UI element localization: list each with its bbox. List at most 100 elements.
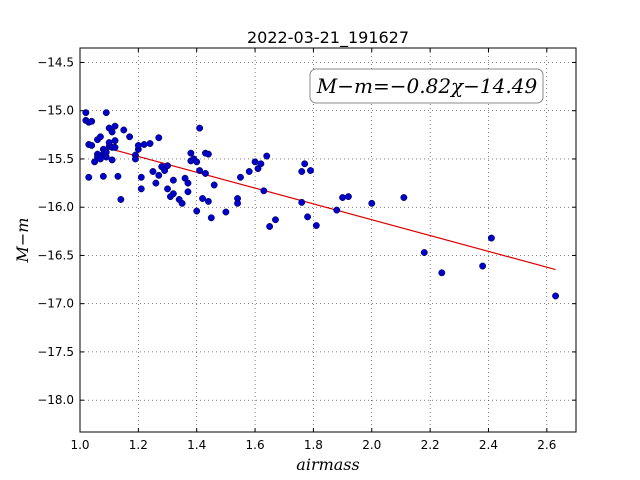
chart-title: 2022-03-21_191627	[247, 28, 409, 48]
y-tick-label: −15.5	[37, 152, 74, 166]
data-point	[120, 126, 128, 134]
data-point	[149, 168, 157, 175]
data-point	[368, 199, 376, 207]
data-point	[251, 158, 259, 166]
y-tick-label: −16.0	[37, 200, 74, 214]
x-tick-label: 2.0	[362, 438, 381, 452]
data-point	[164, 185, 171, 193]
data-point	[102, 148, 110, 156]
data-point	[187, 149, 195, 157]
y-tick-label: −16.5	[37, 248, 74, 262]
x-axis-label: airmass	[296, 455, 359, 474]
data-point	[263, 152, 271, 160]
data-point	[169, 190, 177, 198]
data-point	[193, 158, 201, 166]
fit-line-group	[109, 147, 556, 271]
data-point	[204, 197, 212, 205]
data-point	[96, 133, 104, 141]
data-point	[298, 198, 306, 206]
data-point	[85, 173, 93, 181]
x-tick-label: 1.2	[129, 438, 148, 452]
x-tick-label: 2.4	[479, 438, 498, 452]
data-point	[222, 208, 230, 216]
data-point	[266, 223, 274, 230]
data-point	[169, 176, 177, 184]
data-point	[333, 206, 341, 214]
data-point	[257, 160, 265, 168]
data-point	[196, 167, 204, 174]
data-point	[199, 195, 206, 202]
data-point	[146, 140, 154, 147]
plot-frame	[79, 47, 577, 433]
data-point	[117, 196, 125, 203]
data-point	[82, 109, 90, 117]
plot-area	[80, 48, 576, 432]
data-point	[126, 133, 134, 141]
data-point	[204, 150, 212, 158]
data-point	[479, 262, 487, 270]
data-point	[260, 187, 268, 195]
data-point	[155, 134, 163, 142]
legend-box	[309, 68, 544, 104]
x-axis-ticks: 1.0 1.2 1.4 1.6 1.8 2.0 2.2 2.4 2.6	[70, 48, 556, 452]
data-point	[114, 172, 122, 180]
data-point	[155, 171, 163, 179]
data-point	[102, 109, 110, 117]
fit-line	[109, 147, 556, 271]
data-point	[438, 269, 446, 277]
data-point	[210, 181, 218, 189]
data-point	[88, 117, 96, 125]
data-point	[178, 199, 186, 207]
data-point	[400, 194, 408, 201]
data-point	[111, 137, 119, 145]
data-point	[307, 167, 314, 174]
data-point	[234, 199, 242, 207]
data-point	[164, 162, 171, 170]
x-tick-label: 1.6	[246, 438, 265, 452]
y-tick-label: −17.0	[37, 297, 74, 311]
grid-lines	[79, 48, 576, 432]
data-point	[111, 122, 119, 130]
data-point	[272, 216, 279, 224]
data-point	[152, 179, 160, 187]
y-tick-label: −14.5	[37, 55, 74, 69]
data-point	[207, 214, 215, 222]
data-point	[184, 188, 192, 196]
data-point	[420, 249, 428, 256]
y-tick-label: −15.0	[37, 104, 74, 118]
y-axis-ticks: −14.5 −15.0 −15.5 −16.0 −16.5 −17.0 −17.5 −18.0	[37, 55, 576, 407]
data-point	[298, 168, 306, 175]
data-point	[196, 124, 204, 132]
data-point	[487, 234, 495, 242]
x-tick-label: 1.8	[304, 438, 323, 452]
data-points	[82, 109, 560, 300]
data-point	[202, 169, 209, 177]
data-point	[137, 173, 145, 181]
data-point	[312, 222, 320, 229]
data-point	[339, 194, 347, 201]
data-point	[193, 207, 201, 215]
data-point	[344, 193, 352, 201]
x-tick-label: 1.0	[70, 438, 89, 452]
data-point	[99, 172, 107, 180]
data-point	[552, 292, 560, 300]
data-point	[301, 160, 309, 168]
data-point	[245, 168, 253, 175]
x-tick-label: 2.6	[537, 438, 556, 452]
y-axis-label: M−m	[13, 218, 32, 264]
data-point	[184, 179, 192, 187]
data-point	[304, 213, 312, 221]
data-point	[134, 141, 142, 149]
data-point	[111, 143, 119, 151]
data-point	[131, 155, 139, 163]
data-point	[108, 128, 116, 136]
data-point	[237, 173, 244, 181]
y-tick-label: −17.5	[37, 345, 74, 359]
x-tick-label: 1.4	[187, 438, 206, 452]
data-point	[88, 141, 96, 149]
y-tick-label: −18.0	[37, 393, 74, 407]
data-point	[140, 141, 148, 148]
fit-legend: M−m=−0.82χ−14.49	[309, 68, 544, 104]
fit-equation: M−m=−0.82χ−14.49	[316, 74, 538, 98]
